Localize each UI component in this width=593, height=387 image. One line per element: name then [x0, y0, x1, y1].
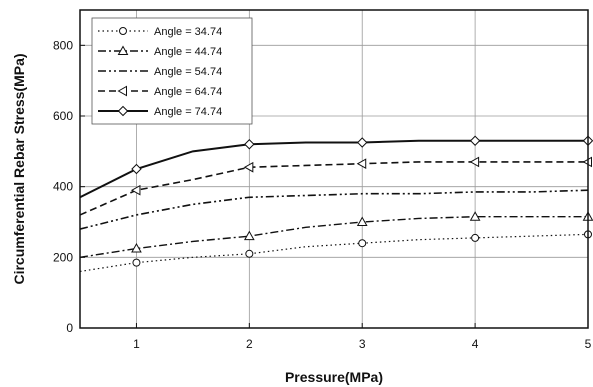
- data-point: [469, 156, 480, 168]
- data-point: [358, 239, 367, 248]
- legend-marker: [117, 45, 129, 55]
- x-tick-label: 5: [585, 337, 592, 351]
- plot-frame: [79, 9, 589, 329]
- data-point: [130, 184, 141, 196]
- axis-ticks: 1 2 3 4 5 0 200 400 600 800: [53, 38, 592, 351]
- y-tick-label: 0: [66, 321, 73, 335]
- data-point: [471, 233, 480, 242]
- x-tick-label: 4: [472, 337, 479, 351]
- series-layer: [79, 135, 593, 273]
- y-tick-label: 600: [53, 109, 73, 123]
- data-point: [469, 135, 481, 146]
- legend-label: Angle = 54.74: [154, 66, 222, 78]
- y-tick-label: 400: [53, 180, 73, 194]
- series-line: [79, 161, 588, 216]
- data-point: [243, 230, 255, 241]
- data-point: [469, 211, 481, 221]
- y-axis-label: Circumferential Rebar Stress(MPa): [11, 53, 27, 284]
- series-3: [79, 189, 589, 230]
- legend-marker: [117, 85, 127, 97]
- data-point: [356, 158, 367, 170]
- legend: Angle = 34.74 Angle = 44.74 Angle = 54.74 A…: [91, 17, 253, 125]
- data-point: [244, 139, 255, 150]
- data-point: [356, 216, 368, 226]
- data-point: [357, 137, 368, 148]
- y-tick-label: 800: [53, 38, 73, 52]
- data-point: [243, 161, 254, 173]
- legend-box: [91, 17, 253, 125]
- series-line: [79, 189, 589, 230]
- legend-marker: [119, 27, 127, 35]
- data-point: [131, 163, 142, 175]
- data-point: [131, 242, 142, 253]
- series-1: [79, 230, 592, 273]
- data-point: [245, 249, 254, 258]
- series-line: [79, 215, 588, 259]
- series-line: [79, 139, 588, 199]
- x-axis-label: Pressure(MPa): [285, 369, 383, 385]
- x-tick-label: 1: [133, 337, 140, 351]
- y-tick-label: 200: [53, 250, 73, 264]
- series-2: [79, 211, 593, 259]
- legend-marker: [117, 105, 129, 117]
- legend-label: Angle = 44.74: [154, 46, 222, 58]
- x-tick-label: 3: [359, 337, 366, 351]
- legend-label: Angle = 74.74: [154, 106, 222, 118]
- legend-label: Angle = 34.74: [154, 26, 222, 38]
- legend-label: Angle = 64.74: [154, 86, 222, 98]
- x-tick-label: 2: [246, 337, 253, 351]
- data-point: [132, 258, 141, 267]
